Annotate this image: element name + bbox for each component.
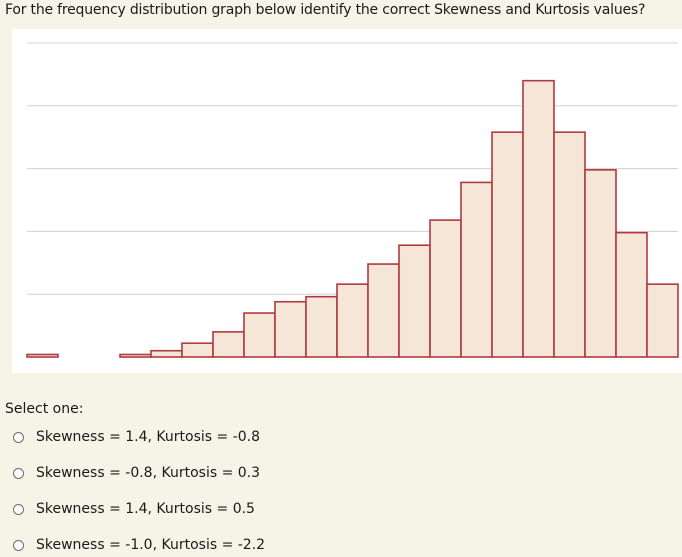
- option-label: Skewness = 1.4, Kurtosis = 0.5: [36, 501, 255, 517]
- radio-icon[interactable]: [13, 467, 24, 479]
- histogram-bar: [243, 312, 276, 358]
- option-b[interactable]: Skewness = -0.8, Kurtosis = 0.3: [13, 465, 260, 481]
- histogram-svg: [26, 42, 679, 358]
- histogram-bar: [150, 349, 183, 358]
- histogram-bar: [212, 331, 245, 358]
- option-a[interactable]: Skewness = 1.4, Kurtosis = -0.8: [13, 429, 260, 445]
- option-label: Skewness = 1.4, Kurtosis = -0.8: [36, 429, 261, 445]
- histogram-bar: [274, 300, 307, 358]
- histogram-bar: [26, 353, 59, 358]
- radio-icon[interactable]: [13, 539, 24, 551]
- option-d[interactable]: Skewness = -1.0, Kurtosis = -2.2: [13, 537, 265, 553]
- histogram-bar: [119, 353, 152, 358]
- option-label: Skewness = -1.0, Kurtosis = -2.2: [36, 537, 266, 553]
- histogram-bar: [615, 231, 648, 358]
- histogram-bar: [522, 79, 555, 358]
- histogram-bar: [367, 263, 400, 358]
- histogram-bar: [398, 244, 431, 358]
- histogram-bar: [584, 169, 617, 358]
- radio-icon[interactable]: [13, 431, 24, 443]
- histogram-chart: [12, 29, 682, 373]
- histogram-bar: [553, 131, 586, 358]
- histogram-bar: [336, 283, 369, 358]
- option-c[interactable]: Skewness = 1.4, Kurtosis = 0.5: [13, 501, 255, 517]
- histogram-bar: [460, 181, 493, 358]
- histogram-bar: [646, 283, 679, 358]
- histogram-bar: [181, 342, 214, 358]
- histogram-bar: [491, 131, 524, 358]
- option-label: Skewness = -0.8, Kurtosis = 0.3: [36, 465, 261, 481]
- histogram-bar: [305, 295, 338, 358]
- histogram-bar: [429, 219, 462, 358]
- radio-icon[interactable]: [13, 503, 24, 515]
- select-one-label: Select one:: [5, 401, 84, 417]
- question-text: For the frequency distribution graph bel…: [5, 2, 646, 18]
